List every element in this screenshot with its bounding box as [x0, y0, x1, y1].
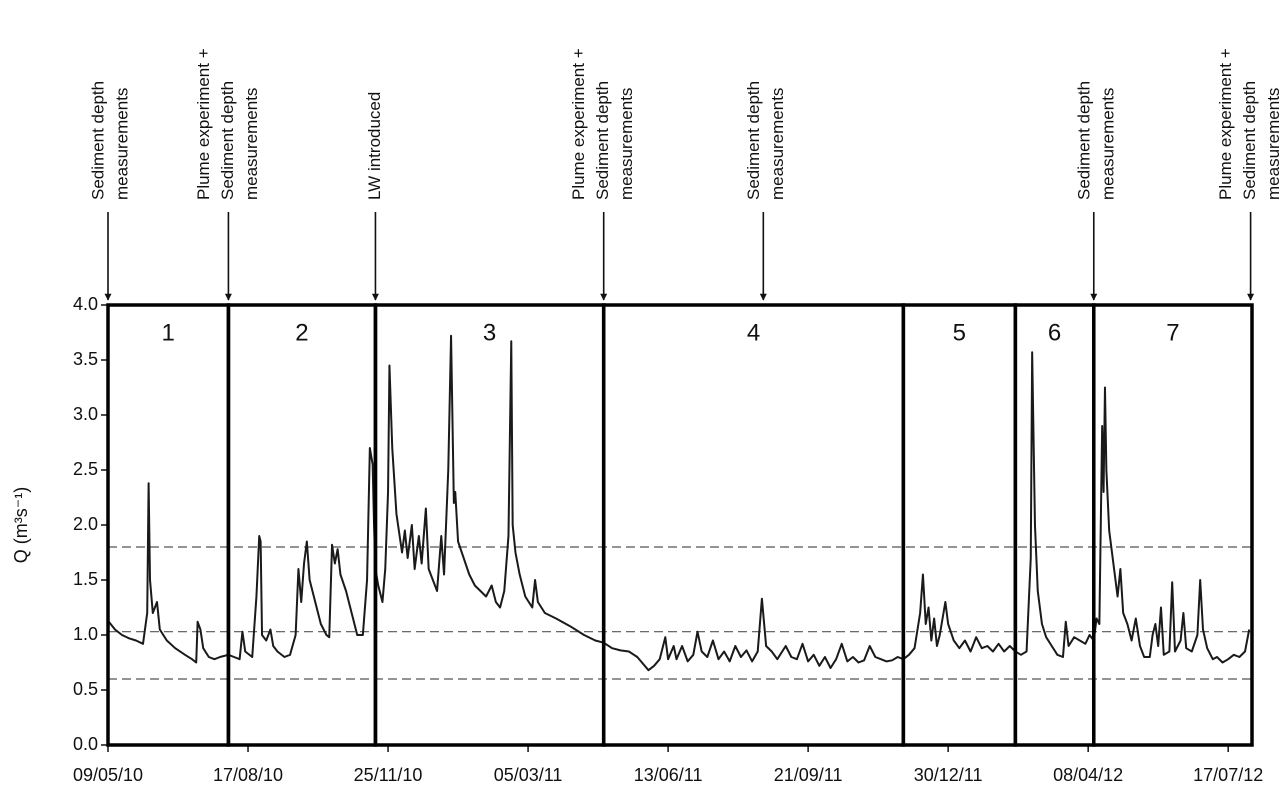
period-label: 1: [162, 319, 175, 346]
annotation-text: Sediment depth: [1074, 81, 1093, 200]
y-tick-label: 2.0: [73, 514, 98, 534]
annotation-text: measurements: [768, 88, 787, 200]
annotation-text: Sediment depth: [744, 81, 763, 200]
period-label: 5: [953, 319, 966, 346]
x-tick-label: 09/05/10: [73, 765, 143, 785]
period-label: 4: [747, 319, 760, 346]
y-tick-label: 2.5: [73, 459, 98, 479]
x-tick-label: 05/03/11: [494, 765, 563, 785]
annotation-text: LW introduced: [365, 92, 384, 200]
period-label: 3: [483, 319, 496, 346]
x-tick-label: 25/11/10: [354, 765, 423, 785]
x-tick-label: 08/04/12: [1053, 765, 1123, 785]
annotation-text: Plume experiment +: [569, 48, 588, 200]
x-tick-label: 13/06/11: [634, 765, 703, 785]
y-tick-label: 4.0: [73, 294, 98, 314]
period-box: [1092, 303, 1254, 747]
y-tick-label: 0.5: [73, 679, 98, 699]
annotation-text: measurements: [242, 88, 261, 200]
annotation-text: measurements: [1264, 88, 1283, 200]
y-axis-label: Q (m³s⁻¹): [11, 487, 31, 563]
period-label: 7: [1166, 319, 1179, 346]
annotation-text: measurements: [1098, 88, 1117, 200]
annotation-text: Plume experiment +: [194, 48, 213, 200]
x-tick-label: 17/07/12: [1193, 765, 1263, 785]
x-tick-label: 17/08/10: [213, 765, 283, 785]
annotation-text: measurements: [112, 88, 131, 200]
y-tick-label: 3.5: [73, 349, 98, 369]
period-label: 6: [1048, 319, 1061, 346]
x-tick-label: 21/09/11: [774, 765, 843, 785]
annotation-text: Sediment depth: [218, 81, 237, 200]
annotation-text: Sediment depth: [1240, 81, 1259, 200]
annotation-text: Plume experiment +: [1216, 48, 1235, 200]
y-tick-label: 3.0: [73, 404, 98, 424]
annotation-text: Sediment depth: [88, 81, 107, 200]
x-tick-label: 30/12/11: [914, 765, 983, 785]
period-label: 2: [295, 319, 308, 346]
annotation-text: measurements: [617, 88, 636, 200]
y-tick-label: 1.0: [73, 624, 98, 644]
annotation-text: Sediment depth: [593, 81, 612, 200]
data-line: [107, 334, 1251, 672]
y-tick-label: 1.5: [73, 569, 98, 589]
y-tick-label: 0.0: [73, 734, 98, 754]
